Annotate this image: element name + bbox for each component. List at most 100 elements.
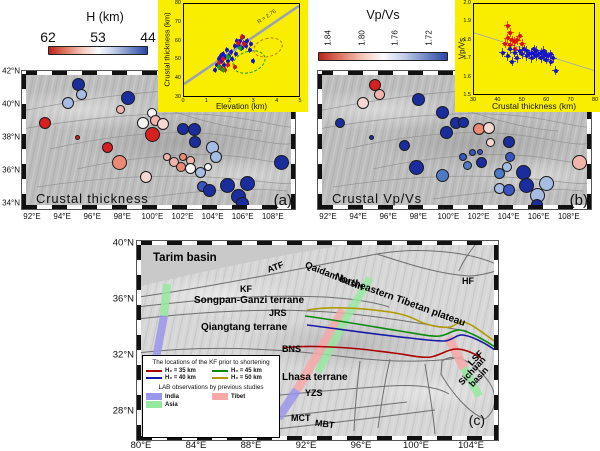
scatter-point [544, 57, 548, 62]
scatter-point [251, 59, 255, 64]
scatter-point [247, 48, 252, 52]
station-bubble [140, 171, 153, 184]
inset-ytick: 1.6 [463, 73, 471, 80]
map-frame [137, 436, 498, 440]
map-tectonic-overview: Tarim basin ATF Qaidam basin Northeaster… [136, 240, 499, 441]
legend-title: The locations of the KF prior to shorten… [152, 359, 270, 366]
scatter-point [216, 64, 221, 69]
inset-ytick: 60 [174, 37, 181, 44]
label-yzs-suture: YZS [305, 388, 323, 398]
colorbar-tick-label: 1.84 [323, 30, 333, 46]
legend-line-label: H₀ = 40 km [165, 375, 196, 381]
station-bubble [409, 159, 425, 175]
inset-xtick: 3 [251, 98, 255, 104]
scatter-point [512, 50, 517, 55]
scatter-point [505, 54, 510, 59]
station-bubble [356, 96, 369, 109]
inset-xtick: 50 [518, 97, 525, 103]
legend-subtitle: LAB observations by previous studies [158, 384, 264, 391]
scatter-point [515, 56, 520, 60]
scatter-point [216, 57, 221, 62]
station-bubble [116, 104, 126, 114]
station-bubble [486, 137, 496, 147]
legend-line-swatch [212, 377, 228, 379]
map-frame [22, 71, 26, 209]
scatter-point [223, 55, 228, 60]
station-bubble [373, 89, 385, 101]
inset-ytick: 50 [174, 56, 181, 63]
station-bubble [538, 176, 554, 192]
lat-tick-label: 36°N [2, 165, 20, 175]
map-frame [318, 71, 322, 209]
lat-tick-label: 40°N [112, 237, 134, 249]
legend-line-label: H₀ = 45 km [231, 368, 262, 374]
scatter-point [532, 52, 536, 57]
station-bubble [76, 89, 88, 101]
legend-patch-label: India [165, 393, 180, 400]
scatter-point [534, 54, 539, 59]
map-frame [494, 241, 498, 440]
legend-line-item: H₀ = 35 km [146, 368, 210, 374]
scatter-point [225, 55, 230, 60]
map-c-legend: The locations of the KF prior to shorten… [142, 355, 280, 438]
map-frame [291, 71, 295, 209]
map-frame [318, 205, 591, 209]
lon-tick-label: 92°E [23, 212, 41, 221]
station-bubble [440, 126, 454, 140]
scatter-point [544, 52, 548, 57]
lon-tick-label: 84°E [185, 440, 207, 451]
station-bubble [239, 176, 255, 192]
scatter-point [239, 35, 244, 40]
map-frame [318, 71, 591, 75]
scatter-point [551, 56, 556, 60]
station-bubble [463, 161, 473, 171]
inset-ytick: 1.7 [463, 55, 471, 62]
lon-tick-label: 96°E [379, 212, 397, 221]
colorbar-tick-label: 1.80 [357, 30, 367, 46]
map-b-caption: Crustal Vp/Vs [332, 191, 422, 206]
legend-line-label: H₀ = 35 km [165, 368, 196, 374]
panel-a-tag: (a) [273, 192, 292, 209]
lon-tick-label: 88°E [240, 440, 262, 451]
scatter-point [223, 68, 228, 73]
station-bubble [435, 168, 449, 182]
lat-tick-label: 38°N [2, 132, 20, 142]
station-bubble [494, 168, 506, 180]
lon-tick-label: 104°E [458, 440, 484, 451]
inset-xtick: 4 [275, 98, 279, 104]
scatter-point [510, 38, 515, 42]
scatter-point [512, 39, 517, 44]
scatter-point [221, 51, 226, 56]
map-frame [137, 241, 498, 245]
scatter-point [508, 30, 512, 35]
lon-tick-label: 96°E [350, 440, 372, 451]
scatter-point [508, 47, 512, 51]
legend-patch-items: India Tibet Asia [146, 393, 276, 408]
station-bubble [176, 123, 189, 136]
scatter-point [539, 50, 544, 55]
colorbar-tick-label: 53 [90, 29, 106, 45]
scatter-point [548, 52, 553, 57]
scatter-point [534, 48, 539, 53]
lon-tick-label: 98°E [113, 212, 132, 221]
station-bubble [188, 136, 201, 149]
lon-tick-label: 94°E [349, 212, 367, 221]
station-bubble [477, 149, 484, 156]
lon-tick-label: 100°E [141, 212, 164, 221]
lat-tick-label: 40°N [2, 99, 20, 109]
station-bubble [144, 126, 160, 142]
lon-tick-label: 106°E [527, 212, 550, 221]
station-bubble [457, 117, 469, 129]
legend-patch-swatch [146, 401, 162, 408]
station-bubble [435, 106, 449, 120]
legend-line-item: H₀ = 45 km [212, 368, 276, 374]
scatter-point [505, 23, 510, 28]
station-bubble [483, 121, 496, 134]
lon-tick-label: 104°E [497, 212, 520, 221]
lat-tick-label: 34°N [2, 198, 20, 208]
station-bubble [101, 141, 113, 153]
inset-ytick: 40 [174, 75, 181, 82]
station-bubble [502, 184, 515, 197]
inset-ytick: 1.9 [463, 18, 471, 25]
station-bubble [519, 177, 535, 193]
